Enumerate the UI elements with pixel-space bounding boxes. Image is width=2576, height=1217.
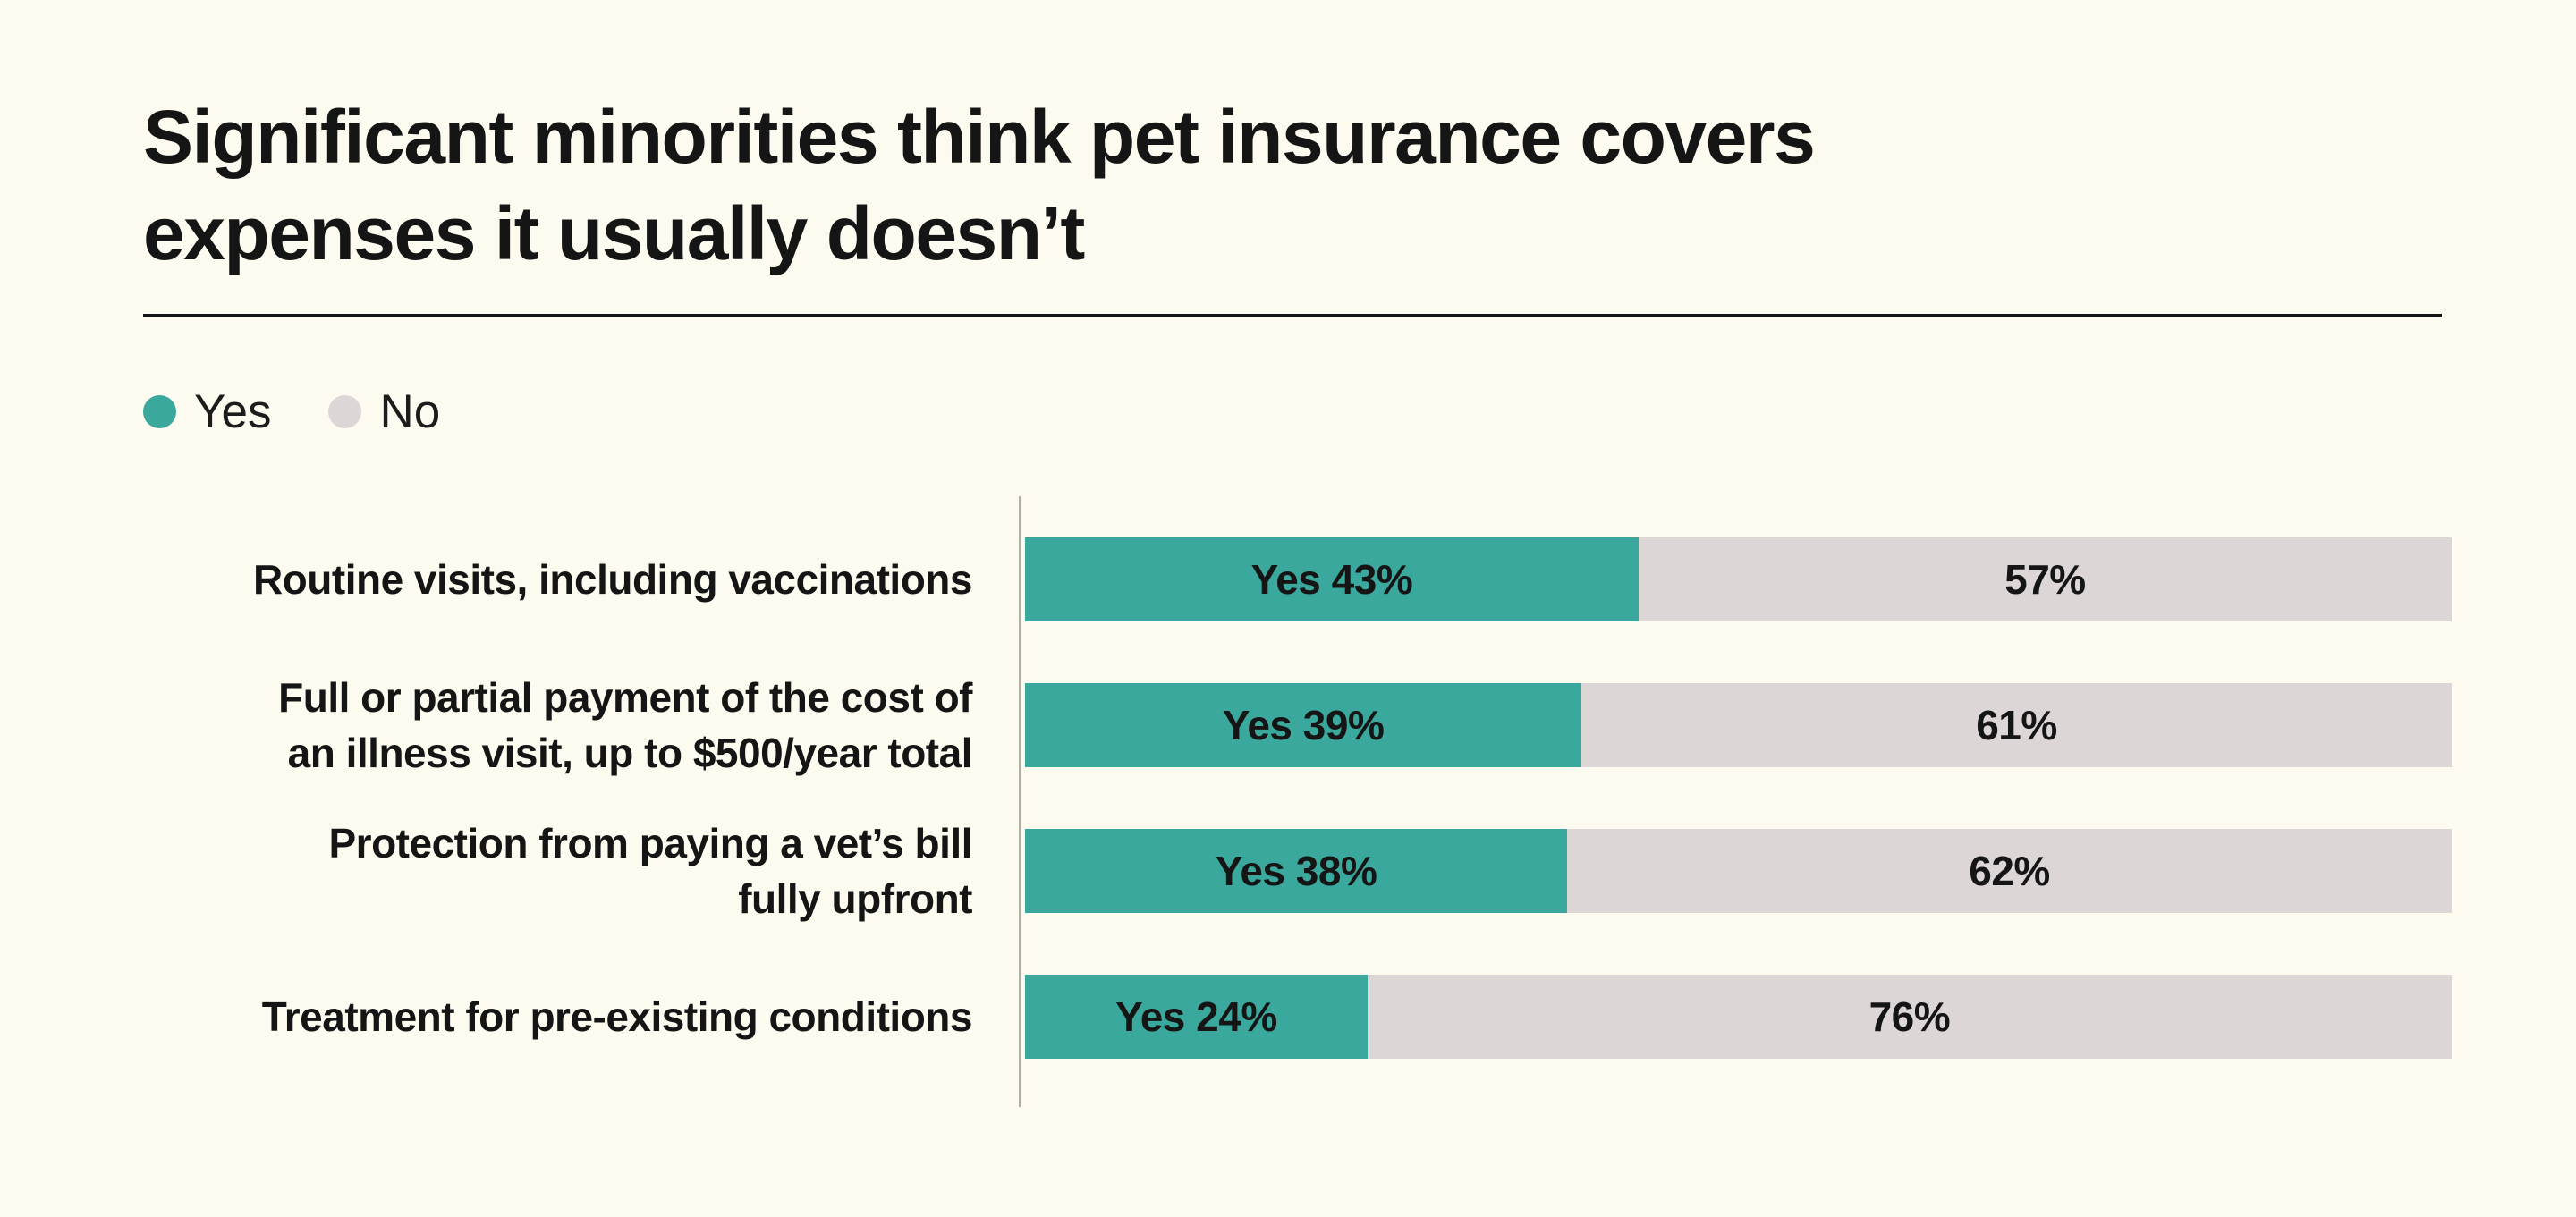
segment-value-label: 62%	[1969, 848, 2050, 894]
bar-row: Treatment for pre-existing conditions Yes…	[143, 975, 2452, 1059]
bar-segment-no: 57%	[1638, 537, 2452, 621]
chart-title: Significant minorities think pet insuran…	[143, 95, 1816, 275]
segment-value-label: Yes 38%	[1215, 848, 1377, 894]
bar-segment-no: 62%	[1567, 829, 2452, 913]
bar-track: Yes 24% 76%	[1025, 975, 2452, 1059]
bar-segment-no: 76%	[1367, 975, 2452, 1059]
bar-row: Full or partial payment of the cost of a…	[143, 674, 2452, 776]
bar-segment-no: 61%	[1581, 683, 2452, 767]
bar-track: Yes 38% 62%	[1025, 829, 2452, 913]
legend-label: No	[379, 385, 441, 438]
category-label: Routine visits, including vaccinations	[252, 555, 973, 603]
bar-segment-yes: Yes 38%	[1025, 829, 1568, 913]
legend-swatch-yes	[143, 395, 176, 428]
legend: Yes No	[143, 385, 440, 439]
bar-segment-yes: Yes 24%	[1025, 975, 1368, 1059]
y-axis-line	[1019, 496, 1021, 1107]
bar-row: Protection from paying a vet’s bill full…	[143, 820, 2452, 922]
segment-value-label: Yes 39%	[1222, 702, 1385, 748]
stacked-bar-chart: Routine visits, including vaccinations Ye…	[143, 496, 2452, 1107]
bar-track: Yes 43% 57%	[1025, 537, 2452, 621]
legend-item-yes: Yes	[143, 385, 271, 439]
legend-swatch-no	[328, 395, 362, 428]
bar-row: Routine visits, including vaccinations Ye…	[143, 537, 2452, 621]
segment-value-label: Yes 24%	[1115, 993, 1277, 1040]
segment-value-label: 61%	[1976, 702, 2057, 748]
segment-value-label: 57%	[2004, 556, 2086, 603]
segment-value-label: 76%	[1868, 993, 1951, 1040]
bar-segment-yes: Yes 43%	[1025, 537, 1639, 621]
bar-track: Yes 39% 61%	[1025, 683, 2452, 767]
legend-item-no: No	[328, 385, 440, 439]
segment-value-label: Yes 43%	[1250, 556, 1413, 603]
bar-rows: Routine visits, including vaccinations Ye…	[143, 496, 2452, 1105]
category-label: Treatment for pre-existing conditions	[261, 993, 973, 1040]
category-label: Full or partial payment of the cost of a…	[278, 673, 972, 776]
category-label: Protection from paying a vet’s bill full…	[328, 819, 973, 922]
legend-label: Yes	[194, 385, 272, 438]
title-divider	[143, 314, 2442, 317]
bar-segment-yes: Yes 39%	[1025, 683, 1582, 767]
